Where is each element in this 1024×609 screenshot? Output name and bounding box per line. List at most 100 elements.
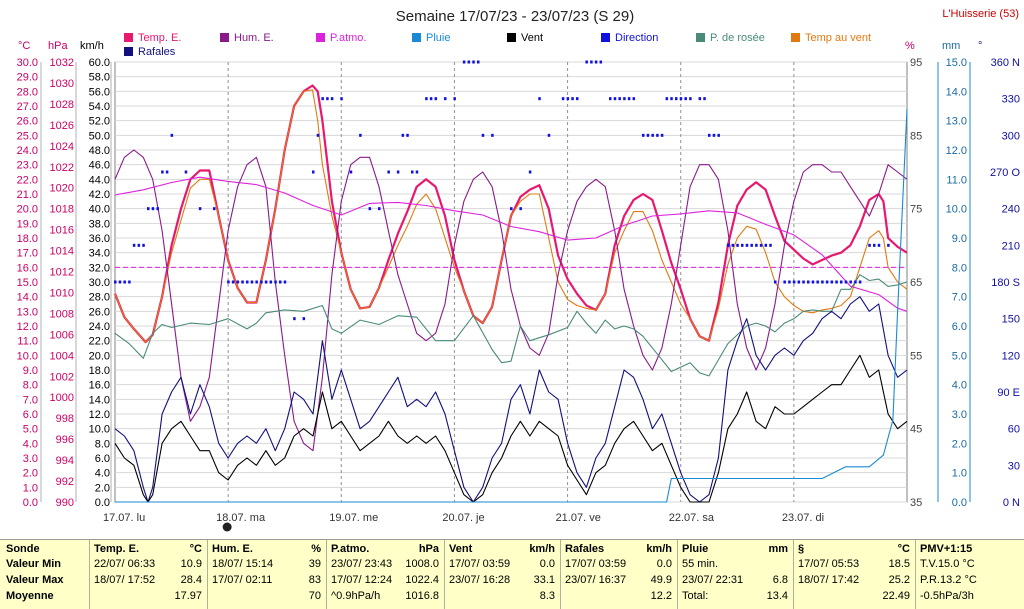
wind-tick-label: 32.0 [89, 262, 110, 274]
direction-point [632, 97, 636, 101]
temp-tick-label: 5.0 [23, 424, 38, 436]
rain-tick-label: 15.0 [946, 57, 967, 69]
station-name: L'Huisserie (53) [942, 8, 1019, 20]
direction-point [491, 133, 494, 137]
stats-avg-text: -0.5hPa/3h [920, 590, 974, 602]
direction-point [401, 133, 405, 137]
temp-tick-label: 9.0 [23, 365, 38, 377]
direction-point [128, 280, 131, 284]
direction-point [472, 60, 475, 64]
direction-point [406, 133, 409, 137]
day-label: 22.07. sa [669, 512, 715, 524]
stats-max-value: 28.4 [180, 574, 202, 586]
legend-label: Temp. E. [138, 32, 181, 44]
stats-max-value: 25.2 [888, 574, 910, 586]
stats-avg-value: 70 [308, 590, 321, 602]
direction-point [269, 280, 273, 284]
direction-point [302, 317, 306, 321]
press-tick-label: 1000 [50, 392, 74, 404]
temp-tick-label: 2.0 [23, 468, 38, 480]
direction-point [425, 97, 428, 101]
direction-point [165, 170, 169, 174]
day-label: 20.07. je [442, 512, 484, 524]
hum-unit-header: % [905, 40, 915, 52]
stats-header: PMV+1:15 [920, 543, 973, 555]
direction-point [825, 280, 829, 284]
rain-tick-label: 1.0 [952, 468, 967, 480]
temp-tick-label: 24.0 [17, 145, 38, 157]
dir-tick-label: 360 N [991, 57, 1020, 69]
dir-tick-label: 60 [1008, 424, 1020, 436]
stats-column-rain: Pluie mm 55 min. 23/07/ 22:31 6.8 Total: 13.4 [677, 540, 794, 609]
direction-point [151, 207, 155, 211]
stats-column-dew: § °C 17/07/ 05:53 18.5 18/07/ 17:42 25.2 22.49 [793, 540, 916, 609]
temp-tick-label: 16.0 [17, 262, 38, 274]
wind-tick-label: 42.0 [89, 189, 110, 201]
temp-tick-label: 14.0 [17, 292, 38, 304]
stats-header: Pluie [682, 543, 709, 555]
direction-point [618, 97, 621, 101]
dir-tick-label: 150 [1002, 314, 1020, 326]
direction-point [698, 97, 702, 101]
direction-point [114, 280, 117, 284]
rain-tick-label: 6.0 [952, 321, 967, 333]
hum-tick-label: 95 [910, 57, 922, 69]
legend-label: Vent [521, 32, 543, 44]
direction-point [231, 280, 235, 284]
legend-label: Hum. E. [234, 32, 274, 44]
direction-point [566, 97, 570, 101]
direction-point [840, 280, 843, 284]
direction-point [477, 60, 480, 64]
direction-point [651, 133, 654, 137]
stats-min-time: 22/07/ 06:33 [94, 558, 156, 570]
direction-point [118, 280, 122, 284]
stats-max-time: 18/07/ 17:52 [94, 574, 156, 586]
rain-tick-label: 11.0 [946, 174, 967, 186]
direction-point [444, 97, 447, 101]
direction-point [519, 207, 522, 211]
direction-point [769, 243, 772, 247]
day-label: 17.07. lu [103, 512, 145, 524]
stats-avg-value: 13.4 [766, 590, 788, 602]
hum-e--series [114, 149, 908, 452]
temp-tick-label: 18.0 [17, 233, 38, 245]
direction-point [646, 133, 650, 137]
stats-header: Hum. E. [212, 543, 253, 555]
temp-au-vent-series [114, 89, 908, 343]
rain-tick-label: 2.0 [952, 438, 967, 450]
press-unit-header: hPa [48, 40, 68, 52]
direction-point [830, 280, 834, 284]
press-tick-label: 1018 [50, 204, 74, 216]
temp-tick-label: 20.0 [17, 204, 38, 216]
direction-point [411, 170, 414, 174]
rain-tick-label: 13.0 [946, 116, 967, 128]
direction-point [528, 170, 532, 174]
temp-unit-header: °C [18, 40, 30, 52]
stats-min-value: 0.0 [539, 558, 555, 570]
dir-tick-label: 300 [1002, 130, 1020, 142]
dir-tick-label: 120 [1002, 350, 1020, 362]
direction-point [788, 280, 791, 284]
direction-point [359, 133, 362, 137]
stats-column-gust: Rafales km/h 17/07/ 03:59 0.0 23/07/ 16:37 49… [560, 540, 678, 609]
direction-point [585, 60, 588, 64]
temp-tick-label: 0.0 [23, 497, 38, 509]
vent-series [114, 354, 908, 503]
dir-tick-label: 180 S [991, 277, 1020, 289]
rain-tick-label: 3.0 [952, 409, 967, 421]
temp-tick-label: 25.0 [17, 130, 38, 142]
hum-tick-label: 35 [910, 497, 922, 509]
legend-swatch [696, 33, 705, 42]
direction-point [246, 280, 249, 284]
press-tick-label: 1004 [50, 350, 74, 362]
wind-tick-label: 56.0 [89, 86, 110, 98]
direction-point [349, 170, 353, 174]
rain-tick-label: 8.0 [952, 262, 967, 274]
day-label: 21.07. ve [556, 512, 601, 524]
stats-max-value: 83 [308, 574, 321, 586]
wind-tick-label: 26.0 [89, 306, 110, 318]
direction-point [877, 243, 881, 247]
legend-label: P. de rosée [710, 32, 765, 44]
direction-point [811, 280, 815, 284]
direction-point [250, 280, 254, 284]
